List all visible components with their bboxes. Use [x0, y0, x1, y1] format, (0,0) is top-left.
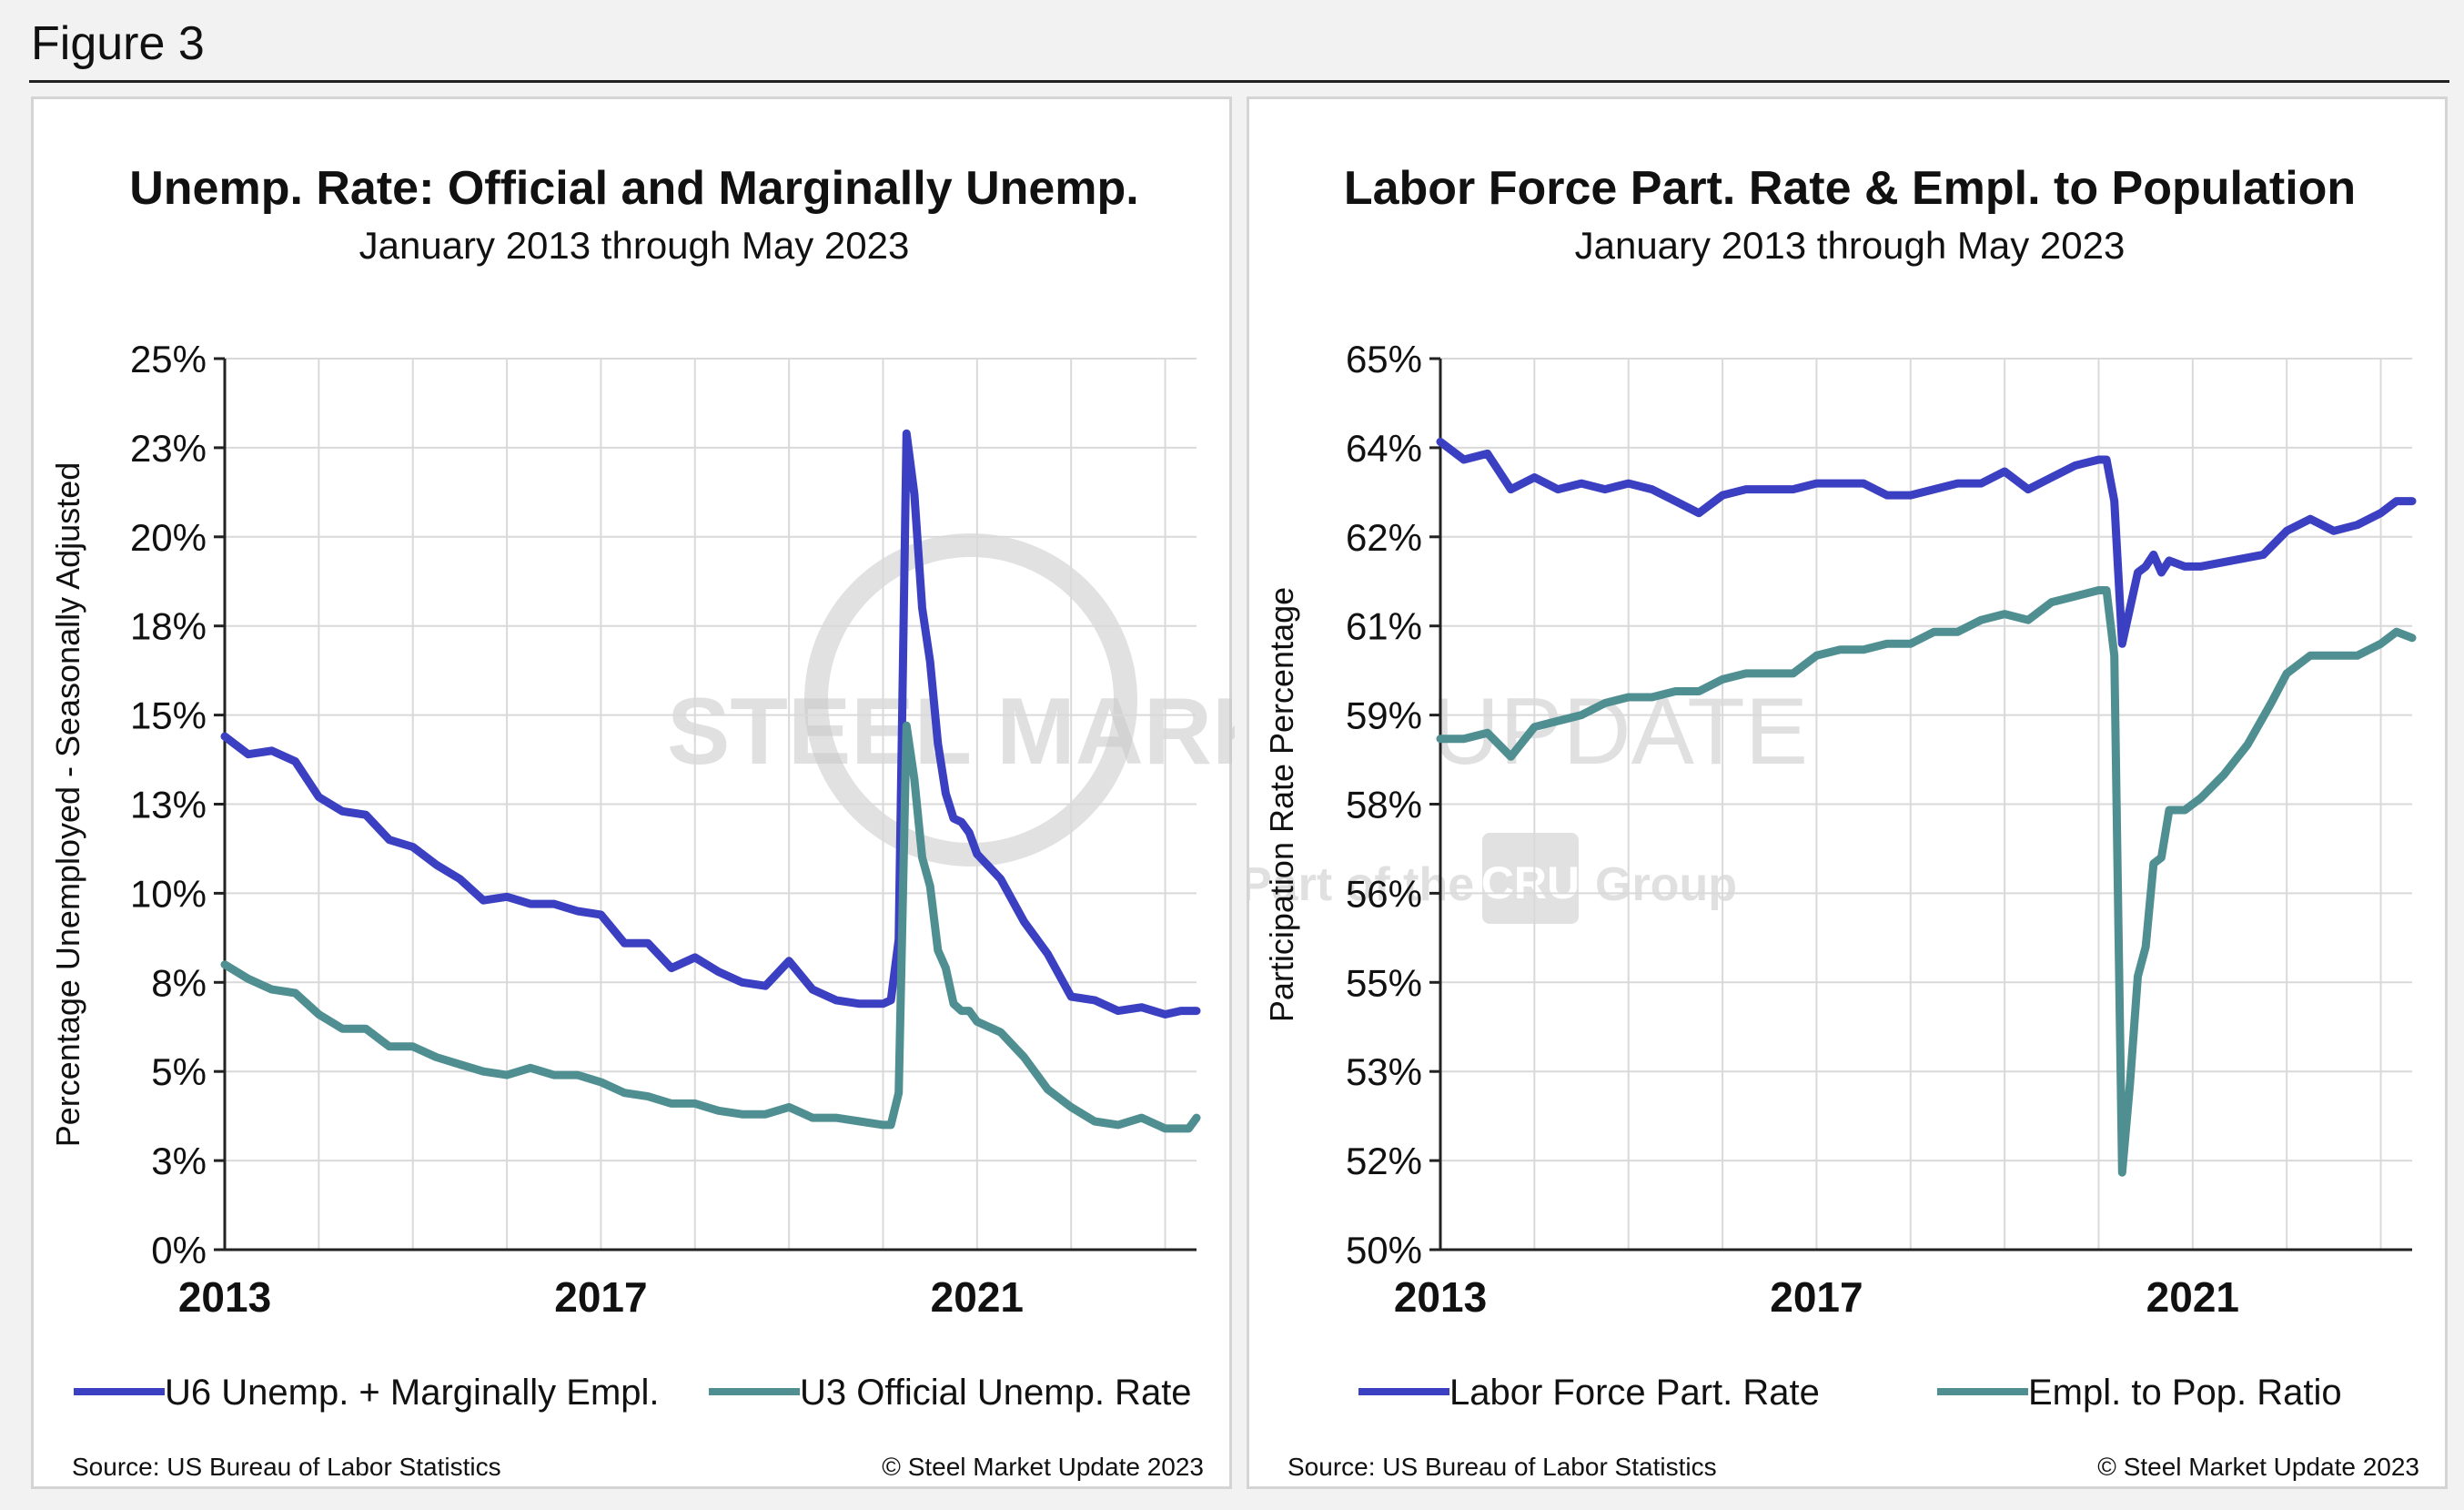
top-rule: [29, 80, 2449, 83]
y-tick-label: 0%: [151, 1229, 207, 1272]
y-tick-label: 61%: [1346, 605, 1422, 648]
axis-ticks: 0% 3% 5% 8% 10% 13% 15% 18% 20% 23% 25% 2013 2017 202…: [130, 338, 1197, 1321]
x-tick-label: 2017: [554, 1273, 647, 1321]
legend-label-lfpr: Labor Force Part. Rate: [1449, 1373, 1820, 1413]
source-note: Source: US Bureau of Labor Statistics: [72, 1453, 501, 1481]
y-tick-label: 18%: [130, 605, 207, 648]
legend: Labor Force Part. Rate Empl. to Pop. Rat…: [1358, 1373, 2342, 1413]
series-line-1: [1436, 437, 2417, 648]
y-tick-label: 23%: [130, 427, 207, 470]
source-note: Source: US Bureau of Labor Statistics: [1288, 1453, 1717, 1481]
legend-label-u6: U6 Unemp. + Marginally Empl.: [165, 1373, 660, 1413]
series-line-2: [1436, 586, 2417, 1177]
chart-title: Unemp. Rate: Official and Marginally Une…: [129, 162, 1139, 215]
figure-label: Figure 3: [31, 17, 205, 70]
y-tick-label: 50%: [1346, 1229, 1422, 1272]
grid: [225, 358, 1197, 1250]
chart-participation: UPDATE Part of the CRU Group Labor Force…: [1249, 162, 2419, 1481]
y-tick-label: 10%: [130, 872, 207, 915]
watermark-ring: [804, 533, 1137, 866]
watermark-tagline-end: Group: [1595, 858, 1737, 911]
legend-label-epop: Empl. to Pop. Ratio: [2028, 1373, 2342, 1413]
y-tick-label: 55%: [1346, 961, 1422, 1004]
x-tick-label: 2017: [1770, 1273, 1863, 1321]
panel-unemployment: STEEL MARKET Unemp. Rate: Official and M…: [31, 96, 1235, 1489]
y-tick-label: 64%: [1346, 427, 1422, 470]
y-tick-label: 5%: [151, 1050, 207, 1093]
watermark-logo-box: [1482, 833, 1579, 924]
y-tick-label: 13%: [130, 784, 207, 826]
y-tick-label: 15%: [130, 694, 207, 737]
legend: U6 Unemp. + Marginally Empl. U3 Official…: [74, 1373, 1192, 1413]
y-tick-label: 65%: [1346, 338, 1422, 380]
series-lines: [220, 429, 1201, 1133]
chart-subtitle: January 2013 through May 2023: [359, 224, 910, 267]
axis-ticks: 50% 52% 53% 55% 56% 58% 59% 61% 62% 64% 65% 2013 201…: [1346, 338, 2412, 1321]
watermark-text: STEEL MARKET: [667, 679, 1235, 785]
watermark: UPDATE Part of the CRU Group: [1249, 679, 1808, 924]
y-tick-label: 52%: [1346, 1140, 1422, 1182]
x-tick-label: 2013: [1394, 1273, 1487, 1321]
y-tick-label: 25%: [130, 338, 207, 380]
y-axis-label: Participation Rate Percentage: [1263, 587, 1300, 1022]
y-axis-label: Percentage Unemployed - Seasonally Adjus…: [49, 462, 86, 1147]
watermark-tagline: Part of the: [1249, 858, 1474, 911]
y-tick-label: 56%: [1346, 872, 1422, 915]
y-tick-label: 58%: [1346, 784, 1422, 826]
copyright-note: © Steel Market Update 2023: [882, 1453, 1204, 1481]
watermark-logo: CRU: [1481, 857, 1580, 908]
y-tick-label: 62%: [1346, 516, 1422, 559]
series-line-1: [220, 429, 1201, 1018]
y-tick-label: 53%: [1346, 1050, 1422, 1093]
x-tick-label: 2021: [931, 1273, 1024, 1321]
x-tick-label: 2021: [2146, 1273, 2239, 1321]
y-tick-label: 3%: [151, 1140, 207, 1182]
x-tick-label: 2013: [178, 1273, 271, 1321]
chart-title: Labor Force Part. Rate & Empl. to Popula…: [1344, 162, 2356, 215]
chart-unemployment: STEEL MARKET Unemp. Rate: Official and M…: [49, 162, 1235, 1481]
y-tick-label: 8%: [151, 961, 207, 1004]
series-line-2: [220, 721, 1201, 1133]
copyright-note: © Steel Market Update 2023: [2097, 1453, 2419, 1481]
chart-subtitle: January 2013 through May 2023: [1575, 224, 2126, 267]
y-tick-label: 20%: [130, 516, 207, 559]
watermark: STEEL MARKET: [667, 533, 1235, 866]
y-tick-label: 59%: [1346, 694, 1422, 737]
panel-participation: UPDATE Part of the CRU Group Labor Force…: [1247, 96, 2448, 1489]
legend-label-u3: U3 Official Unemp. Rate: [800, 1373, 1192, 1413]
series-lines: [1436, 437, 2417, 1177]
